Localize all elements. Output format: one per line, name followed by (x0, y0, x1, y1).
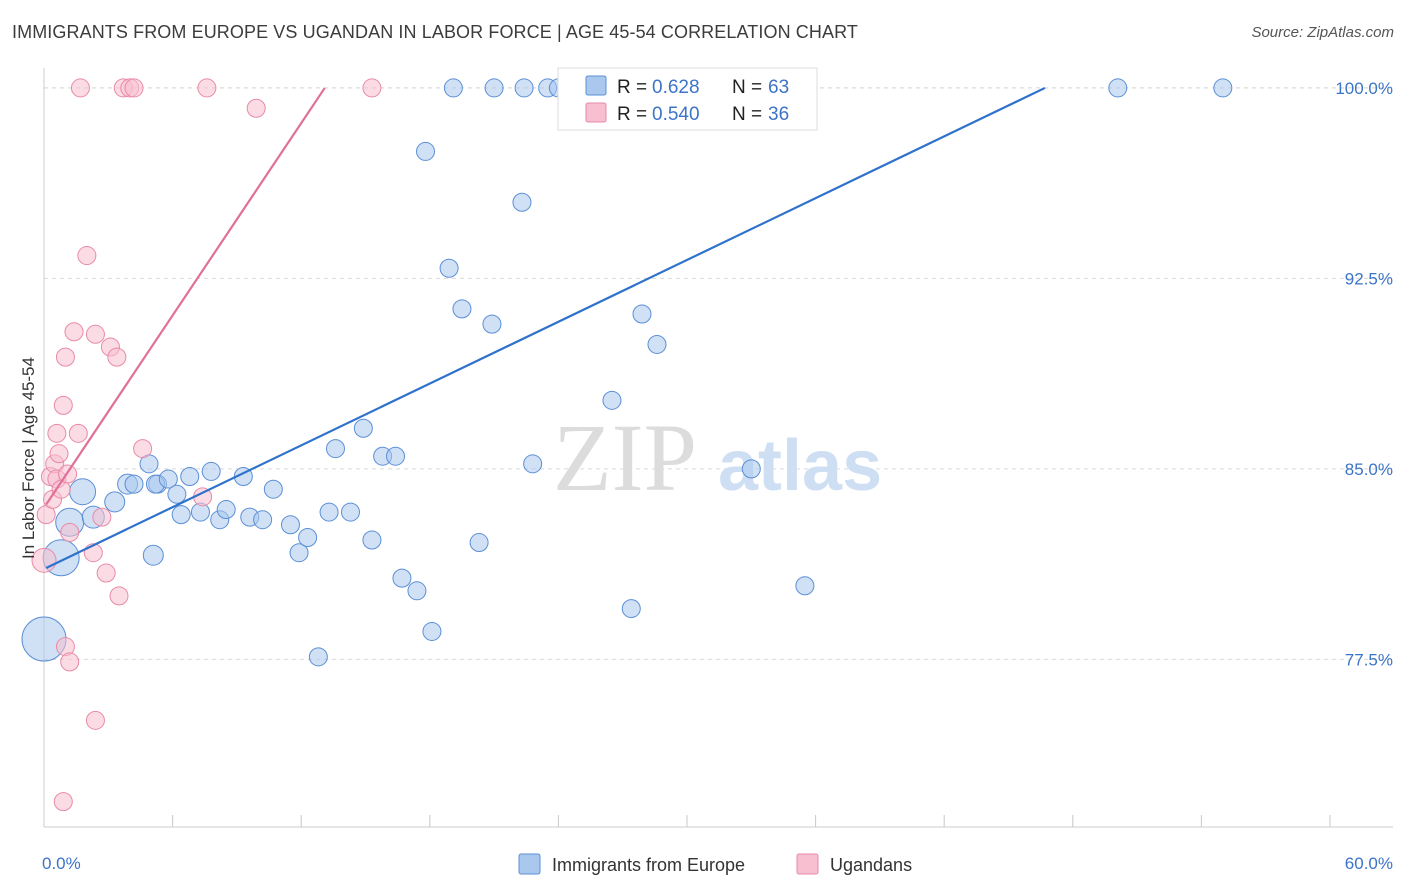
europe-point (124, 474, 144, 494)
source-label: Source: ZipAtlas.com (1251, 24, 1394, 41)
ugandan-point (47, 423, 67, 443)
ugandan-point (197, 78, 217, 98)
ugandan-point (246, 98, 266, 118)
chart-title: IMMIGRANTS FROM EUROPE VS UGANDAN IN LAB… (12, 22, 858, 42)
x-tick-label: 0.0% (42, 854, 81, 873)
y-tick-label: 85.0% (1345, 460, 1393, 479)
legend-blue-n-label: N = (732, 77, 762, 98)
europe-point (253, 510, 273, 530)
europe-point (21, 616, 67, 662)
europe-point (512, 192, 532, 212)
europe-point (180, 467, 200, 487)
y-axis-title: In Labor Force | Age 45-54 (19, 357, 38, 559)
ugandan-point (60, 522, 80, 542)
legend-blue-swatch (585, 75, 607, 96)
europe-point (104, 491, 126, 513)
europe-point (1108, 78, 1128, 98)
europe-point (741, 459, 761, 479)
europe-point (216, 500, 236, 520)
legend-stats: R = 0.628 N = 63 R = 0.540 N = 36 (557, 67, 818, 131)
europe-point (439, 258, 459, 278)
legend-blue-r-value: 0.628 (652, 77, 700, 98)
legend-ugandans-label: Ugandans (830, 855, 912, 875)
europe-point (1213, 78, 1233, 98)
europe-point (621, 599, 641, 619)
y-tick-label: 92.5% (1345, 269, 1393, 288)
axes: 100.0% 92.5% 85.0% 77.5% 0.0% 60.0% (42, 68, 1393, 873)
europe-point (407, 581, 427, 601)
legend-pink-r-label: R = (617, 104, 647, 125)
ugandan-point (77, 246, 97, 266)
europe-point (325, 439, 345, 459)
europe-point (647, 334, 667, 354)
europe-point (158, 469, 178, 489)
europe-point (167, 484, 187, 504)
legend-blue-r-label: R = (617, 77, 647, 98)
legend-europe-swatch (518, 853, 541, 875)
europe-point (795, 576, 815, 596)
europe-point (362, 530, 382, 550)
europe-point (319, 502, 339, 522)
ugandan-point (107, 347, 127, 367)
europe-point (201, 461, 221, 481)
y-tick-label: 77.5% (1345, 650, 1393, 669)
legend-pink-n-value: 36 (768, 104, 789, 125)
watermark-zip: ZIP (553, 404, 697, 511)
europe-point (308, 647, 328, 667)
ugandan-point (124, 78, 144, 98)
europe-point (523, 454, 543, 474)
y-tick-label: 100.0% (1335, 79, 1393, 98)
europe-point (340, 502, 360, 522)
europe-point (602, 390, 622, 410)
gridlines (44, 87, 1393, 660)
europe-trend-line (45, 86, 1046, 569)
europe-point (416, 141, 436, 161)
ugandan-point (53, 792, 73, 812)
x-tick-label: 60.0% (1345, 854, 1393, 873)
legend-pink-swatch (585, 102, 607, 123)
ugandan-point (133, 439, 153, 459)
europe-point (482, 314, 502, 334)
europe-point (69, 478, 97, 506)
europe-point (298, 527, 318, 547)
legend-blue-n-value: 63 (768, 77, 789, 98)
europe-point (452, 299, 472, 319)
europe-point (632, 304, 652, 324)
legend-europe-label: Immigrants from Europe (552, 855, 745, 875)
europe-point (484, 78, 504, 98)
europe-point (514, 78, 534, 98)
europe-point (422, 621, 442, 641)
ugandan-point (49, 444, 69, 464)
ugandan-point (53, 395, 73, 415)
europe-point (289, 543, 309, 563)
europe-point (353, 418, 373, 438)
legend-series: Immigrants from Europe Ugandans (518, 853, 912, 875)
europe-point (392, 568, 412, 588)
europe-point (171, 505, 191, 525)
ugandan-point (70, 78, 90, 98)
europe-point (263, 479, 283, 499)
ugandan-point (64, 322, 84, 342)
legend-ugandans-swatch (796, 853, 819, 875)
watermark: ZIP atlas (553, 404, 882, 511)
legend-pink-n-label: N = (732, 104, 762, 125)
legend-pink-r-value: 0.540 (652, 104, 700, 125)
europe-point (469, 533, 489, 553)
ugandan-point (85, 324, 105, 344)
ugandan-point (109, 586, 129, 606)
ugandan-point (362, 78, 382, 98)
ugandan-point (60, 652, 80, 672)
ugandan-point (85, 710, 105, 730)
europe-point (386, 446, 406, 466)
ugandan-trend-line (45, 87, 326, 506)
ugandan-point (92, 507, 112, 527)
europe-point (280, 515, 300, 535)
ugandan-point (96, 563, 116, 583)
trend-lines (45, 86, 1046, 569)
europe-point (142, 544, 164, 566)
europe-point (443, 78, 463, 98)
ugandan-point (68, 423, 88, 443)
ugandan-point (55, 347, 75, 367)
